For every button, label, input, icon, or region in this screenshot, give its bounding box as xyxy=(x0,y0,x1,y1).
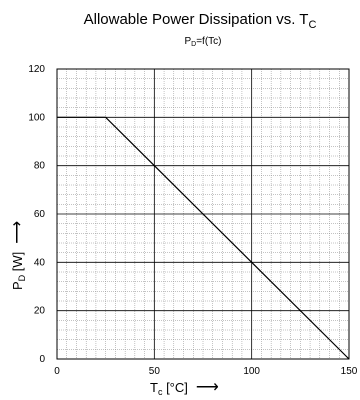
x-tick-label: 0 xyxy=(54,366,60,377)
x-axis-arrow: ⟶ xyxy=(196,379,219,396)
chart-subtitle: PD=f(Tc) xyxy=(184,36,221,48)
x-axis-label: Tc [°C] ⟶ xyxy=(150,379,219,397)
x-tick-label: 100 xyxy=(243,366,260,377)
y-tick-label: 20 xyxy=(34,306,46,317)
chart-title-subscript: C xyxy=(308,19,316,31)
y-tick-label: 40 xyxy=(34,257,46,268)
x-tick-labels: 0 50 100 150 xyxy=(54,366,358,377)
plot-area-frame xyxy=(56,68,350,360)
chart-title: Allowable Power Dissipation vs. TC xyxy=(84,11,317,31)
y-tick-labels: 0 20 40 60 80 100 120 xyxy=(28,64,45,365)
y-tick-label: 100 xyxy=(28,112,45,123)
x-tick-label: 150 xyxy=(341,366,358,377)
y-tick-label: 120 xyxy=(28,64,45,75)
y-tick-label: 60 xyxy=(34,209,46,220)
series-line xyxy=(57,116,350,360)
y-axis-label: PD [W]⟶ xyxy=(9,221,27,290)
y-tick-label: 80 xyxy=(34,161,46,172)
series-layer xyxy=(57,116,350,360)
x-tick-label: 50 xyxy=(149,366,161,377)
y-tick-label: 0 xyxy=(39,354,45,365)
y-axis-arrow: ⟶ xyxy=(9,221,26,244)
